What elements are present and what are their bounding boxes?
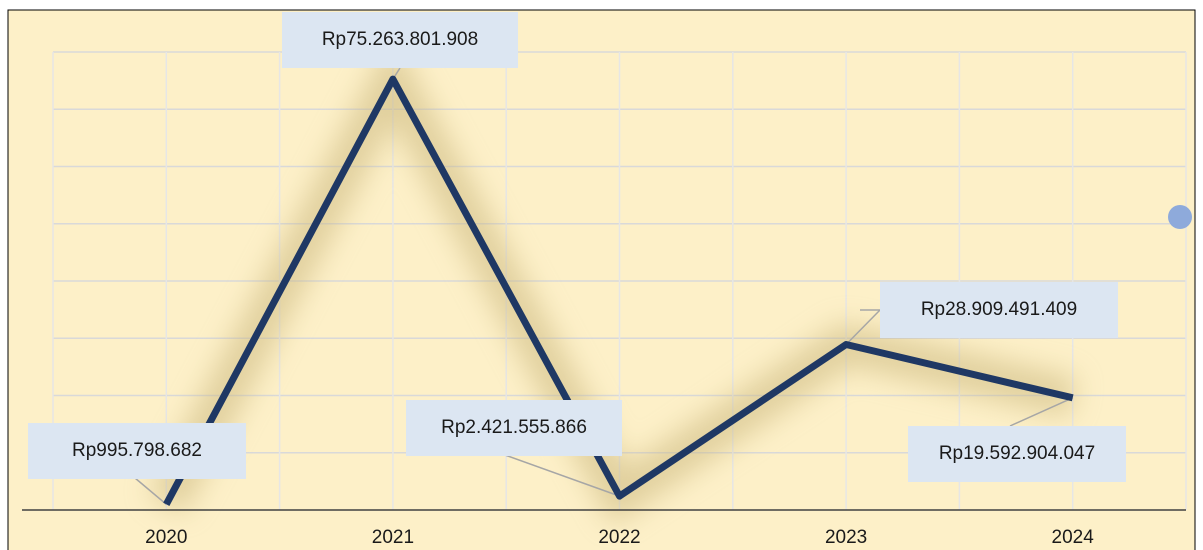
data-label: Rp28.909.491.409 [921,299,1077,320]
leader-line [1009,397,1074,427]
data-label-box [908,426,1126,482]
data-label: Rp75.263.801.908 [322,29,478,50]
data-line [163,75,1074,506]
marks: Rp995.798.682 2020 Rp75.263.801.908 2021 Rp2… [22,12,1186,548]
leader-line [134,477,167,505]
data-label: Rp19.592.904.047 [939,443,1095,464]
leader-line [845,309,881,346]
leader-line [504,454,620,497]
x-tick-label: 2024 [1052,527,1095,548]
data-label-box [282,12,518,68]
x-tick-label: 2022 [598,527,640,548]
x-tick-label: 2020 [145,527,187,548]
legend-marker [1168,205,1192,229]
data-label: Rp995.798.682 [72,440,202,461]
data-label-box [880,282,1118,338]
data-label-box [406,400,622,456]
x-tick-label: 2021 [372,527,414,548]
data-label-box [28,423,246,479]
data-label: Rp2.421.555.866 [441,417,587,438]
x-tick-label: 2023 [825,527,867,548]
